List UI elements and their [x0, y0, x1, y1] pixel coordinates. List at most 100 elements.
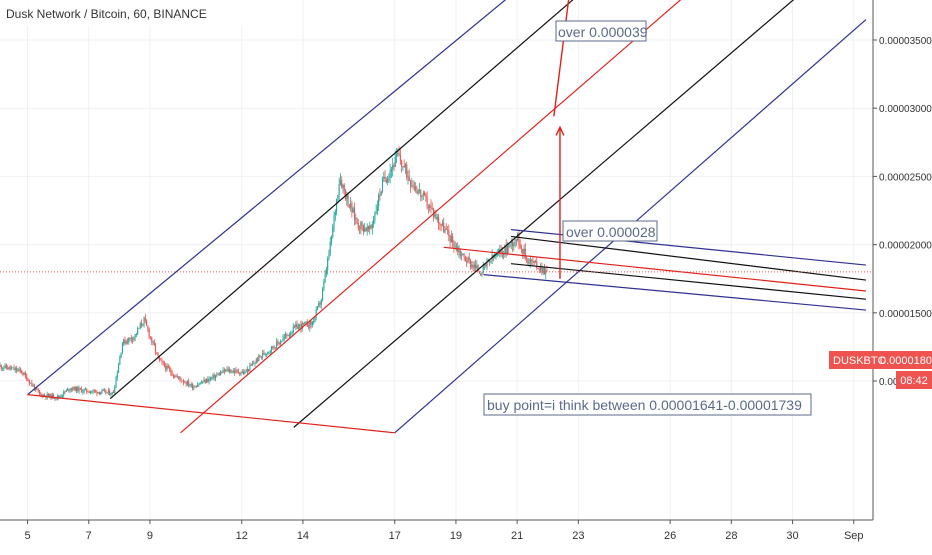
- candle-body: [97, 392, 99, 394]
- pennant-inner-2[interactable]: [510, 263, 867, 300]
- price-tick-label: 0.00001500: [879, 309, 932, 320]
- candle-body: [74, 386, 76, 391]
- candle-body: [218, 373, 220, 376]
- candle-body: [480, 273, 482, 276]
- countdown-text: 08:42: [900, 375, 928, 387]
- annotation-target-mid[interactable]: over 0.000028: [562, 220, 658, 242]
- candle-body: [431, 207, 433, 210]
- candle-body: [169, 368, 171, 370]
- time-tick-label: 23: [572, 530, 584, 542]
- candle-body: [395, 153, 398, 157]
- pennant-mid[interactable]: [443, 246, 867, 292]
- candle-body: [241, 371, 243, 373]
- candle-body: [84, 388, 86, 390]
- candle-body: [379, 194, 381, 196]
- candle-body: [144, 317, 146, 321]
- candle-body: [362, 224, 364, 232]
- countdown-label: 08:42: [896, 371, 932, 389]
- candle-body: [369, 225, 371, 230]
- candle-body: [242, 371, 245, 374]
- candle-body: [230, 369, 232, 373]
- candle-body: [486, 260, 488, 267]
- candle-body: [181, 380, 183, 382]
- candle-body: [116, 372, 118, 378]
- candle-body: [337, 195, 339, 199]
- candle-body: [134, 334, 136, 338]
- candle-body: [435, 214, 437, 220]
- candle-body: [249, 365, 251, 371]
- candle-body: [171, 372, 173, 376]
- candle-body: [54, 398, 56, 399]
- base-line[interactable]: [27, 394, 395, 434]
- candle-body: [142, 323, 144, 326]
- candle-body: [83, 389, 85, 392]
- candle-body: [106, 392, 108, 394]
- candle-body: [514, 239, 516, 244]
- candle-body: [283, 336, 285, 339]
- candle-body: [330, 236, 333, 242]
- candle-body: [152, 341, 154, 343]
- candle-body: [398, 153, 400, 155]
- annotation-target-high[interactable]: over 0.000039: [555, 20, 648, 42]
- candle-body: [443, 222, 445, 233]
- candle-body: [529, 259, 531, 263]
- candle-body: [263, 352, 265, 355]
- candle-body: [82, 391, 84, 393]
- time-tick-label: 7: [86, 530, 92, 542]
- candle-body: [255, 359, 257, 363]
- candle-body: [413, 186, 415, 188]
- candle-body: [322, 289, 324, 300]
- time-axis-background[interactable]: [0, 520, 932, 550]
- channel-inner-lower[interactable]: [293, 0, 866, 428]
- time-axis-ticks: 5 7 9 12 14 17 19 21 23 26 28 30 Sep: [24, 520, 864, 542]
- candle-body: [213, 375, 215, 379]
- candle-body: [361, 222, 363, 225]
- candle-body: [195, 386, 197, 388]
- annotation-buy-zone[interactable]: buy point=i think between 0.00001641-0.0…: [483, 393, 812, 416]
- channel-median[interactable]: [180, 0, 824, 434]
- candle-body: [515, 239, 517, 241]
- candle-body: [304, 322, 306, 324]
- candle-body: [189, 385, 191, 387]
- candle-body: [184, 382, 186, 384]
- candle-body: [212, 375, 214, 378]
- price-axis-background[interactable]: [873, 0, 932, 550]
- candle-body: [133, 337, 135, 341]
- pennant-lower[interactable]: [483, 274, 867, 311]
- candle-body: [33, 385, 35, 390]
- candle-body: [190, 384, 192, 386]
- candle-body: [309, 321, 311, 328]
- candle-body: [246, 368, 248, 372]
- candle-body: [343, 185, 345, 191]
- candle-body: [30, 382, 32, 384]
- arrow-to-high-target[interactable]: [553, 0, 575, 117]
- candle-body: [537, 267, 539, 270]
- channel-inner-upper[interactable]: [109, 0, 716, 400]
- trend-drawings[interactable]: [27, 0, 867, 434]
- candle-body: [444, 229, 446, 233]
- candle-body: [473, 264, 475, 269]
- candle-body: [204, 379, 206, 383]
- candle-body: [53, 394, 55, 399]
- channel-outer-upper[interactable]: [27, 0, 655, 396]
- candle-body: [519, 244, 521, 248]
- candle-body: [271, 346, 273, 351]
- candle-body: [188, 381, 190, 386]
- candle-body: [146, 320, 148, 326]
- candle-body: [481, 273, 483, 276]
- candle-body: [180, 378, 182, 381]
- candle-body: [404, 164, 406, 168]
- candle-body: [397, 153, 399, 155]
- candle-body: [89, 391, 92, 393]
- candle-body: [121, 343, 123, 353]
- candle-body: [508, 246, 510, 248]
- candle-body: [510, 241, 512, 244]
- candle-body: [64, 391, 66, 393]
- candle-body: [380, 191, 382, 196]
- pennant-inner-1[interactable]: [510, 235, 867, 281]
- candle-body: [115, 377, 117, 388]
- candle-body: [47, 393, 49, 397]
- candle-body: [336, 198, 338, 212]
- candle-body: [217, 373, 219, 375]
